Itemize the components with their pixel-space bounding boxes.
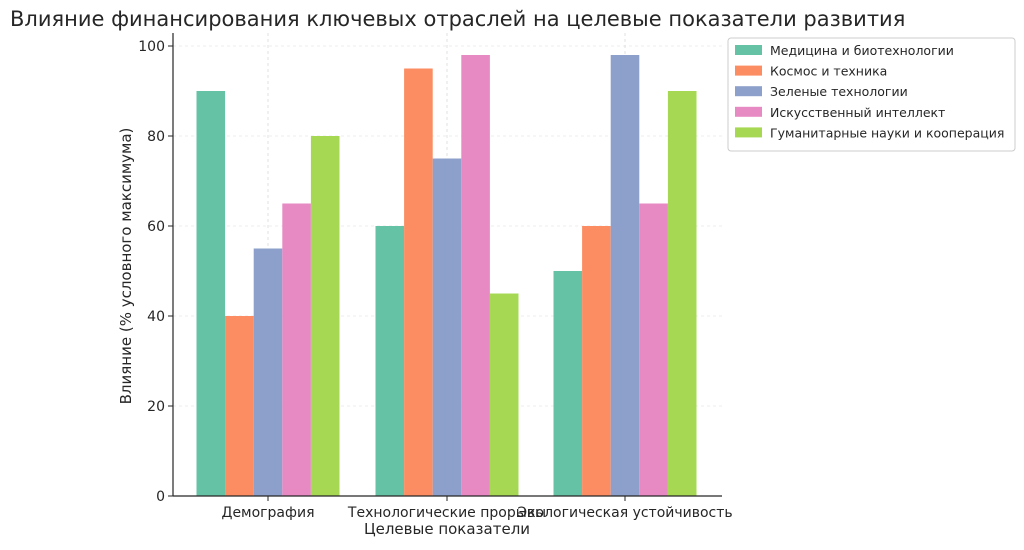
x-tick-label: Экологическая устойчивость [517,505,732,521]
bar [310,136,340,496]
bar [553,271,583,496]
bar [282,203,311,496]
bar [225,316,254,496]
legend-swatch [735,106,762,117]
bar [432,158,462,496]
legend-entry: Медицина и биотехнологии [770,43,954,58]
legend-entry: Зеленые технологии [770,84,908,99]
y-tick-label: 100 [138,39,165,55]
bar [639,203,668,496]
legend-swatch [735,65,762,76]
bar [196,91,226,496]
ticks-layer: 0 20 40 60 80 100 Демография Технологические пр… [138,39,732,521]
y-axis-label: Влияние (% условного максимума) [117,128,135,405]
x-axis-label: Целевые показатели [364,520,530,538]
legend-swatch [735,127,762,138]
legend: Медицина и биотехнологии Космос и техника… [727,37,1016,152]
x-tick-label: Технологические прорывы [347,505,546,521]
legend-frame [727,37,1016,152]
chart-title: Влияние финансирования ключевых отраслей… [10,7,905,31]
y-tick-label: 0 [156,489,165,505]
y-tick-label: 60 [147,219,165,235]
legend-entry: Искусственный интеллект [770,105,945,120]
legend-swatch [735,86,762,97]
bars-layer [196,55,697,496]
bar [582,226,611,496]
bar [404,68,433,496]
y-tick-label: 40 [147,309,165,325]
legend-entry: Гуманитарные науки и кооперация [770,125,1004,140]
bar [667,91,697,496]
y-tick-label: 20 [147,399,165,415]
bar [375,226,405,496]
legend-swatch [735,45,762,55]
bar [253,248,283,496]
x-tick-label: Демография [222,505,315,521]
bar [461,55,490,496]
bar [610,55,640,496]
bar [489,293,519,496]
y-tick-label: 80 [147,129,165,145]
legend-entry: Космос и техника [770,64,887,79]
